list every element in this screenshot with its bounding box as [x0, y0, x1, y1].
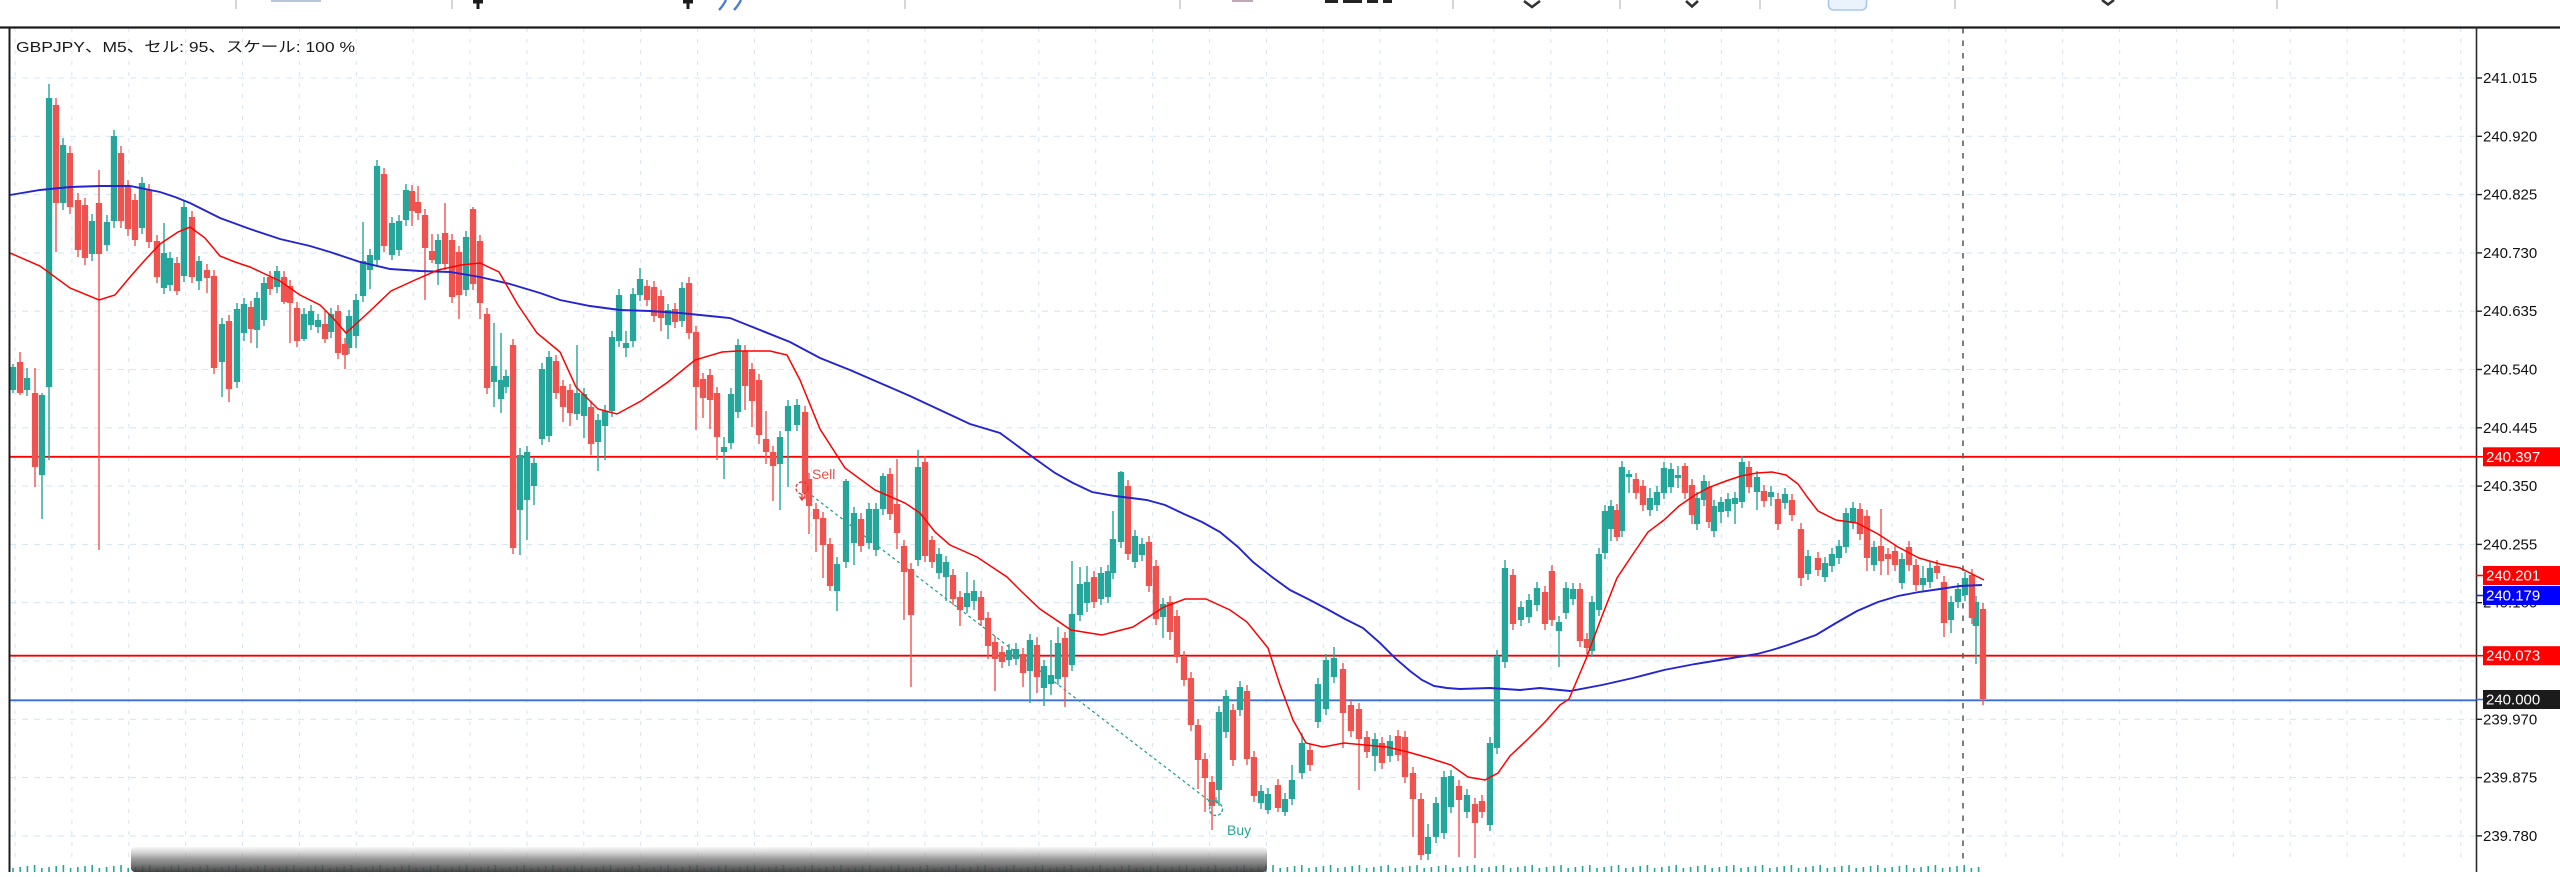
- svg-text:240.350: 240.350: [2483, 478, 2537, 495]
- svg-text:241.015: 241.015: [2483, 70, 2537, 87]
- svg-text:240.397: 240.397: [2486, 449, 2540, 466]
- svg-text:240.445: 240.445: [2483, 420, 2537, 437]
- svg-text:GBPJPY、M5、セル: 95、スケール: 100 %: GBPJPY、M5、セル: 95、スケール: 100 %: [16, 39, 355, 56]
- svg-text:240.635: 240.635: [2483, 303, 2537, 320]
- svg-text:240.540: 240.540: [2483, 362, 2537, 379]
- svg-text:240.825: 240.825: [2483, 187, 2537, 204]
- svg-text:240.255: 240.255: [2483, 536, 2537, 553]
- svg-text:240.000: 240.000: [2486, 692, 2540, 709]
- svg-text:240.073: 240.073: [2486, 648, 2540, 665]
- svg-text:Sell: Sell: [812, 466, 835, 482]
- svg-text:239.970: 239.970: [2483, 711, 2537, 728]
- svg-text:Buy: Buy: [1227, 822, 1251, 838]
- svg-text:239.780: 239.780: [2483, 828, 2537, 845]
- svg-text:240.920: 240.920: [2483, 128, 2537, 145]
- svg-text:239.875: 239.875: [2483, 770, 2537, 787]
- svg-text:240.730: 240.730: [2483, 245, 2537, 262]
- svg-text:240.179: 240.179: [2486, 588, 2540, 605]
- svg-text:240.201: 240.201: [2486, 568, 2540, 585]
